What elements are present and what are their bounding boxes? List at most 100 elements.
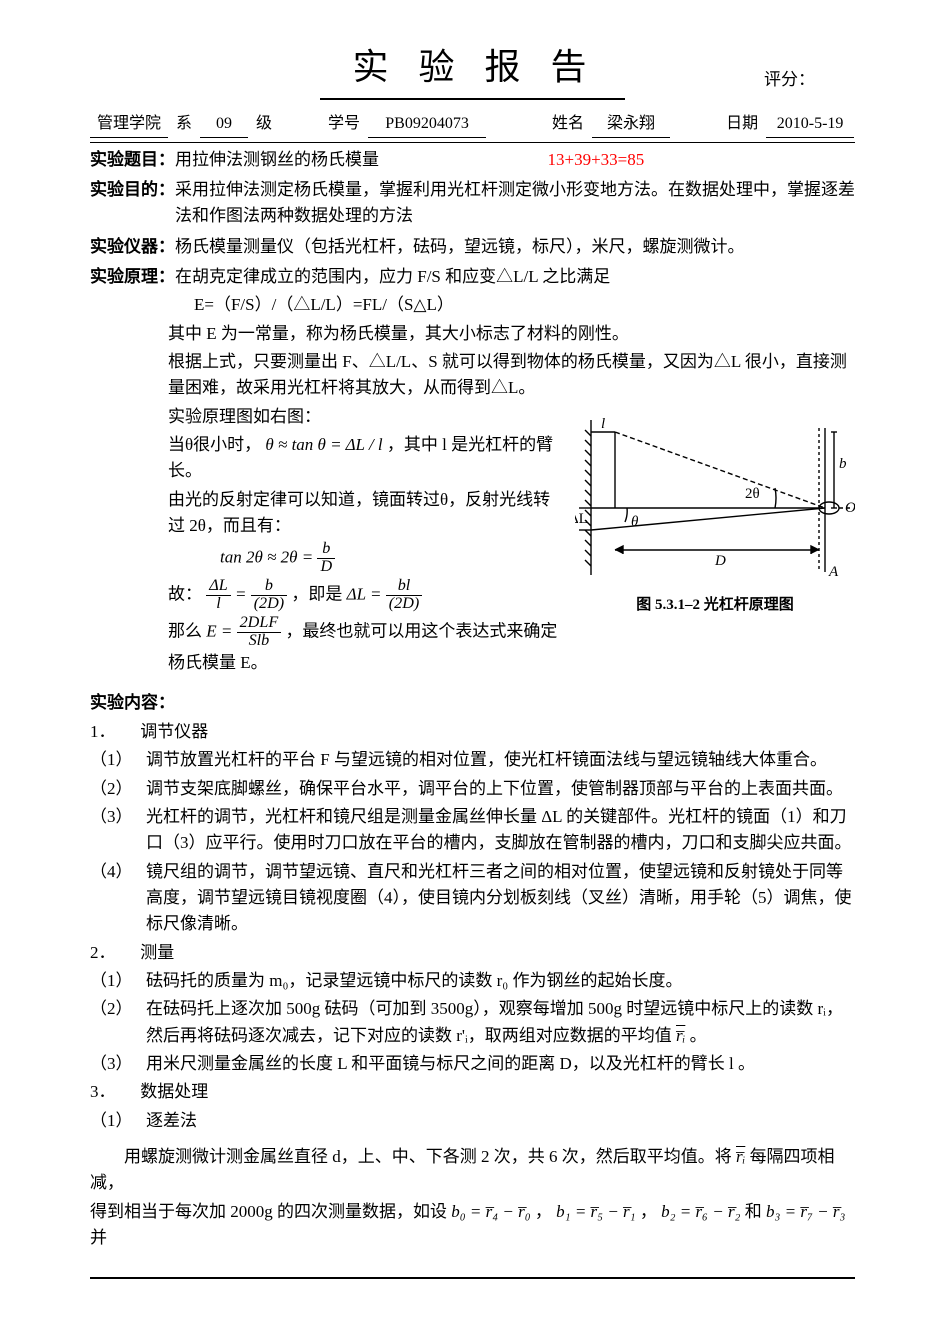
eq3a-ln: ΔL: [206, 578, 230, 596]
step3-title: 数据处理: [140, 1082, 208, 1101]
s2-3-n: （3）: [90, 1051, 146, 1077]
step2-num: 2．: [90, 940, 136, 966]
instr-label: 实验仪器：: [90, 234, 175, 260]
step1-title: 调节仪器: [140, 722, 208, 741]
svg-text:2θ: 2θ: [745, 486, 760, 502]
theory-p3: 根据上式，只要测量出 F、△L/L、S 就可以得到物体的杨氏模量，又因为△L 很…: [90, 349, 855, 402]
s2-3-t: 用米尺测量金属丝的长度 L 和平面镜与标尺之间的距离 D，以及光杠杆的臂长 l …: [146, 1051, 855, 1077]
s3p2-a: 得到相当于每次加 2000g 的四次测量数据，如设: [90, 1202, 451, 1221]
eq3a-eq: =: [235, 585, 246, 604]
eq2-lhs: tan 2θ ≈ 2θ =: [220, 548, 313, 567]
date-label: 日期: [726, 112, 758, 137]
eq3b-rn: bl: [386, 578, 422, 596]
svg-text:ΔL: ΔL: [575, 511, 588, 527]
name-value: 梁永翔: [592, 112, 670, 138]
svg-text:A: A: [828, 564, 839, 580]
s1-4-n: （4）: [90, 859, 146, 938]
theory-p2: 其中 E 为一常量，称为杨氏模量，其大小标志了材料的刚性。: [90, 321, 855, 347]
page-title: 实验报告: [320, 40, 624, 100]
s3-b0: b₀ = r̅₄ − r̅₀: [451, 1202, 530, 1221]
s3-b1: b₁ = r̅₅ − r̅₁: [556, 1202, 635, 1221]
grade-value: 09: [200, 112, 248, 138]
topic-text: 用拉伸法测钢丝的杨氏模量: [175, 150, 379, 169]
content-label: 实验内容：: [90, 693, 175, 712]
step2-title: 测量: [140, 943, 174, 962]
svg-text:b: b: [839, 456, 847, 472]
s3-1-t: 逐差法: [146, 1108, 855, 1134]
s3-1-n: （1）: [90, 1108, 146, 1134]
step1-num: 1．: [90, 719, 136, 745]
s3-s1: ，: [535, 1202, 552, 1221]
s2-1-n: （1）: [90, 968, 146, 994]
theory-eq1: E=（F/S）/（△L/L）=FL/（S△L）: [90, 292, 855, 318]
eq3a-rd: (2D): [251, 596, 287, 613]
svg-text:θ: θ: [631, 514, 639, 530]
s1-4-t: 镜尺组的调节，调节望远镜、直尺和光杠杆三者之间的相对位置，使望远镜和反射镜处于同…: [146, 859, 855, 938]
svg-text:l: l: [601, 416, 605, 432]
p7b: ，即是: [291, 585, 342, 604]
topic-value: 用拉伸法测钢丝的杨氏模量 13+39+33=85: [175, 147, 855, 173]
s1-2-n: （2）: [90, 776, 146, 802]
eq2-n: b: [317, 541, 335, 559]
theory-figure: l b ΔL θ 2θ D O A 图 5.3.1–2 光杠杆原理图: [575, 410, 855, 618]
purpose-value: 采用拉伸法测定杨氏模量，掌握利用光杠杆测定微小形变地方法。在数据处理中，掌握逐差…: [175, 177, 855, 230]
s3p-rbar: r̅ᵢ: [736, 1147, 745, 1166]
step2-list: （1）砝码托的质量为 m₀，记录望远镜中标尺的读数 r₀ 作为钢丝的起始长度。 …: [90, 968, 855, 1077]
lever-diagram-svg: l b ΔL θ 2θ D O A: [575, 410, 855, 580]
s3-and: 和: [745, 1202, 766, 1221]
s1-1-n: （1）: [90, 747, 146, 773]
footer-rule: [90, 1277, 855, 1279]
eq4-l: E =: [206, 622, 232, 641]
eq3b-l: ΔL =: [347, 585, 382, 604]
s2-2-t: 在砝码托上逐次加 500g 砝码（可加到 3500g），观察每增加 500g 时…: [146, 996, 855, 1049]
instr-value: 杨氏模量测量仪（包括光杠杆，砝码，望远镜，标尺），米尺，螺旋测微计。: [175, 234, 855, 260]
s2-2-ta: 在砝码托上逐次加 500g 砝码（可加到 3500g），观察每增加 500g 时…: [146, 999, 843, 1044]
eq4-rn: 2DLF: [237, 615, 282, 633]
dept-pre: 管理学院: [90, 112, 168, 138]
svg-text:D: D: [714, 553, 726, 569]
theory-p5a: 当θ很小时，: [168, 435, 261, 454]
figure-caption: 图 5.3.1–2 光杠杆原理图: [575, 594, 855, 617]
s3p2-b: 并: [90, 1228, 107, 1247]
svg-text:O: O: [845, 500, 855, 516]
theory-p1: 在胡克定律成立的范围内，应力 F/S 和应变△L/L 之比满足: [175, 264, 855, 290]
eq2-d: D: [317, 559, 335, 576]
s3p-a: 用螺旋测微计测金属丝直径 d，上、中、下各测 2 次，共 6 次，然后取平均值。…: [124, 1147, 736, 1166]
name-label: 姓名: [552, 112, 584, 137]
step3-num: 3．: [90, 1079, 136, 1105]
id-value: PB09204073: [368, 112, 486, 138]
p7a: 故：: [168, 585, 202, 604]
p8a: 那么: [168, 622, 202, 641]
s1-2-t: 调节支架底脚螺丝，确保平台水平，调平台的上下位置，使管制器顶部与平台的上表面共面…: [146, 776, 855, 802]
s3-b3: b₃ = r̅₇ − r̅₃: [766, 1202, 845, 1221]
s2-2-n: （2）: [90, 996, 146, 1049]
s3-b2: b₂ = r̅₆ − r̅₂: [661, 1202, 740, 1221]
eq3b-rd: (2D): [386, 596, 422, 613]
topic-score: 13+39+33=85: [548, 150, 645, 169]
purpose-label: 实验目的：: [90, 177, 175, 230]
eq3a-rn: b: [251, 578, 287, 596]
header-row: 管理学院 系 09 级 学号 PB09204073 姓名 梁永翔 日期 2010…: [90, 108, 855, 143]
dept-suf: 系: [176, 112, 192, 137]
grade-suf: 级: [256, 112, 272, 137]
id-label: 学号: [328, 112, 360, 137]
theory-p8: 那么 E = 2DLFSlb ，最终也就可以用这个表达式来确定杨氏模量 E。: [90, 615, 855, 676]
step1-list: （1）调节放置光杠杆的平台 F 与望远镜的相对位置，使光杠杆镜面法线与望远镜轴线…: [90, 747, 855, 937]
s1-3-t: 光杠杆的调节，光杠杆和镜尺组是测量金属丝伸长量 ΔL 的关键部件。光杠杆的镜面（…: [146, 804, 855, 857]
step3-para2: 得到相当于每次加 2000g 的四次测量数据，如设 b₀ = r̅₄ − r̅₀…: [90, 1199, 855, 1252]
eq3a-ld: l: [206, 596, 230, 613]
s1-1-t: 调节放置光杠杆的平台 F 与望远镜的相对位置，使光杠杆镜面法线与望远镜轴线大体重…: [146, 747, 855, 773]
s2-1-t: 砝码托的质量为 m₀，记录望远镜中标尺的读数 r₀ 作为钢丝的起始长度。: [146, 968, 855, 994]
eq4-rd: Slb: [237, 633, 282, 650]
topic-label: 实验题目：: [90, 147, 175, 173]
s2-2-rbar: r̅ᵢ: [676, 1026, 685, 1045]
step3-para1: 用螺旋测微计测金属丝直径 d，上、中、下各测 2 次，共 6 次，然后取平均值。…: [90, 1144, 855, 1197]
s3-s2: ，: [640, 1202, 657, 1221]
grade-label: 评分：: [764, 67, 815, 93]
date-value: 2010-5-19: [766, 112, 854, 138]
theory-p5eq: θ ≈ tan θ = ΔL / l: [265, 435, 382, 454]
theory-label: 实验原理：: [90, 264, 175, 290]
s1-3-n: （3）: [90, 804, 146, 857]
s2-2-tb: 。: [690, 1026, 707, 1045]
step3-list: （1）逐差法: [90, 1108, 855, 1134]
